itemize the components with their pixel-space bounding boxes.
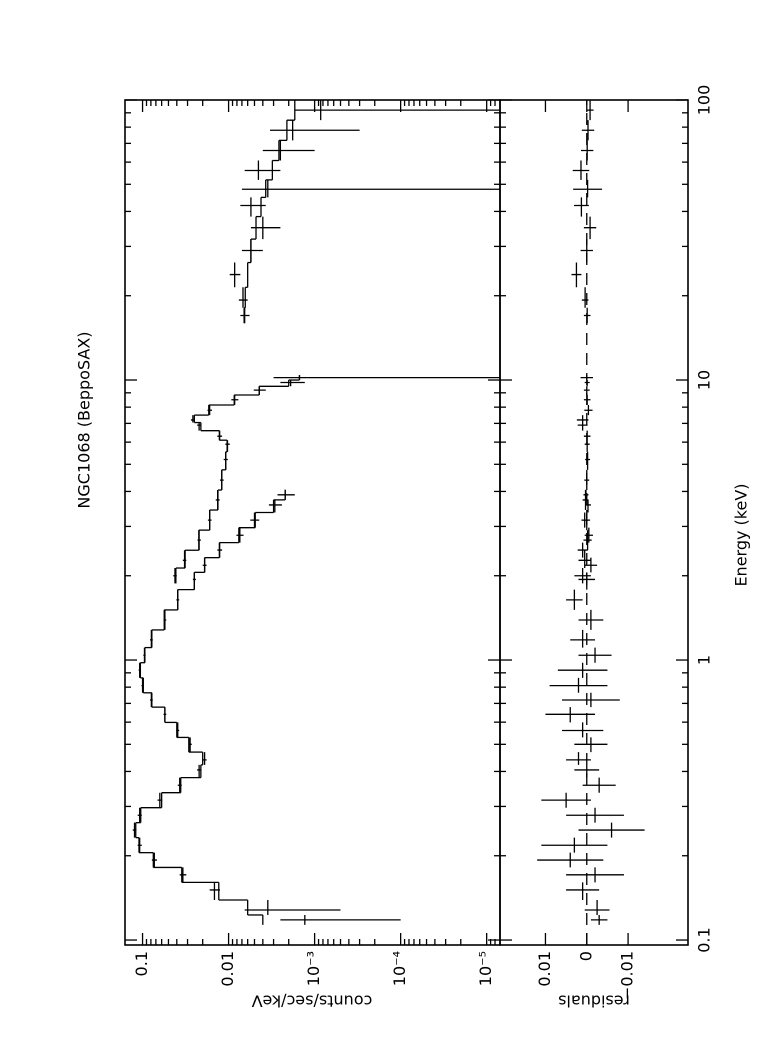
rotated-plot: NGC1068 (BeppoSAX) counts/sec/keV residu… [75,85,751,1011]
data-point [580,239,593,263]
data-point [586,100,594,121]
data-point [583,216,597,240]
data-point [583,386,590,395]
x-tick-label: 100 [695,85,714,116]
data-point [566,589,583,610]
x-tick-label: 10 [695,370,714,390]
data-point [584,405,593,416]
data-point [236,527,244,543]
x-tick-label: 0.1 [695,927,714,952]
data-point [576,415,589,423]
data-point [577,422,588,431]
data-point [566,752,591,765]
x-tick-label: 1 [695,655,714,665]
y-tick-label: 0 [576,951,595,961]
data-point [566,867,624,883]
plot-area [537,100,645,945]
data-point [241,179,500,198]
data-point [585,451,591,470]
data-point [574,764,600,778]
data-point [582,490,589,511]
data-point [578,609,604,630]
data-point [537,852,604,868]
data-point [583,307,591,324]
data-point [561,692,620,708]
plot-frame [124,99,501,946]
data-point [584,380,590,387]
data-point [583,394,591,406]
data-point [583,510,591,531]
data-point [250,216,281,240]
data-point [566,807,624,823]
data-point [202,752,207,765]
plot-area [132,100,500,925]
data-point [549,677,608,693]
data-point [229,262,241,288]
data-point [557,662,608,678]
data-point [572,160,590,180]
y-tick-label: 0.1 [132,951,151,976]
data-point [581,120,595,141]
data-point [571,262,582,288]
data-point [561,722,604,738]
data-point [574,737,608,753]
data-point [280,380,305,387]
x-axis-label: Energy (keV) [732,483,751,586]
data-point [240,307,250,324]
data-point [584,469,590,491]
data-point [244,160,281,180]
y-tick-label: 10⁻⁵ [476,951,495,986]
y-tick-label: −0.01 [618,951,637,1000]
y-axis-label: counts/sec/keV [252,992,373,1011]
data-point [570,629,596,648]
data-point [280,914,401,925]
y-axis-label: residuals [558,992,630,1011]
data-point [151,852,157,868]
data-point [580,375,593,381]
data-point [240,197,266,217]
data-point [566,882,600,900]
y-tick-label: 10⁻³ [304,951,323,986]
data-point [573,197,589,217]
data-point [580,140,594,161]
data-point [583,530,592,551]
data-point [241,239,263,263]
data-point [238,287,248,308]
data-point [541,837,608,853]
data-point [273,375,500,381]
data-point [584,899,610,915]
data-point [573,179,603,198]
data-point [268,499,282,513]
data-point [578,572,596,590]
data-point [581,287,589,308]
data-point [541,792,591,808]
plot-frame [499,99,689,946]
data-point [574,568,591,584]
data-point [545,707,596,723]
data-point [262,140,315,161]
data-point [277,489,295,500]
data-point [294,100,500,121]
data-point [270,120,360,141]
data-point [582,777,616,793]
data-point [583,430,591,441]
data-point [137,837,142,853]
data-point [578,822,645,838]
data-point [584,440,590,452]
data-point [179,867,187,883]
chart-title: NGC1068 (BeppoSAX) [75,331,94,508]
data-point [578,647,612,663]
data-point [244,899,341,915]
y-tick-label: 0.01 [535,951,554,987]
y-tick-label: 10⁻⁴ [390,951,409,986]
data-point [577,542,588,558]
y-tick-label: 0.01 [218,951,237,987]
data-point [578,550,591,569]
data-point [590,914,608,925]
